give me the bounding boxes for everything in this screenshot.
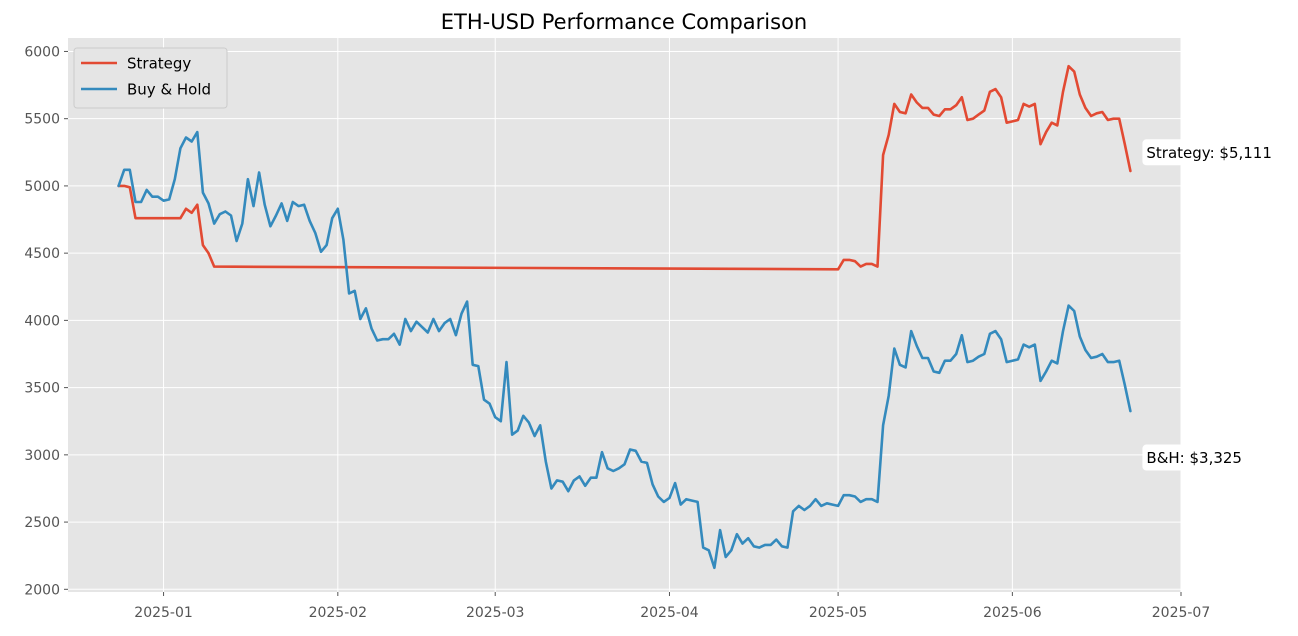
y-tick-label: 5500 xyxy=(24,112,60,128)
annotation-label: B&H: $3,325 xyxy=(1146,449,1242,467)
x-tick-label: 2025-05 xyxy=(809,605,868,621)
x-axis-ticks: 2025-01 2025-02 2025-03 2025-04 2025-05 2025-… xyxy=(134,592,1210,621)
legend-label-strategy: Strategy xyxy=(127,55,191,73)
y-tick-label: 3000 xyxy=(24,448,60,464)
series-lines xyxy=(117,64,1132,570)
annotation-box xyxy=(1142,444,1246,471)
annotation-box xyxy=(1142,139,1276,166)
x-tick-label: 2025-02 xyxy=(309,605,368,621)
y-tick-label: 5000 xyxy=(24,179,60,195)
y-tick-label: 2000 xyxy=(24,582,60,598)
x-tick-label: 2025-04 xyxy=(640,605,699,621)
y-axis-ticks: 2000 2500 3000 3500 4000 4500 5000 5500 6000 xyxy=(24,44,68,598)
x-tick-label: 2025-06 xyxy=(983,605,1042,621)
x-tick-label: 2025-03 xyxy=(466,605,525,621)
y-tick-label: 3500 xyxy=(24,381,60,397)
end-value-annotations: Strategy: $5,111 B&H: $3,325 xyxy=(1142,139,1276,471)
grid-lines xyxy=(68,38,1182,592)
y-tick-label: 6000 xyxy=(24,44,60,60)
y-tick-label: 2500 xyxy=(24,515,60,531)
x-tick-label: 2025-01 xyxy=(134,605,193,621)
x-tick-label: 2025-07 xyxy=(1152,605,1211,621)
legend-label-buy-hold: Buy & Hold xyxy=(127,81,211,99)
plot-area xyxy=(68,38,1181,592)
chart-title: ETH-USD Performance Comparison xyxy=(441,10,808,34)
annotation-strategy: Strategy: $5,111 xyxy=(1142,139,1276,166)
series-line-buy-hold xyxy=(117,130,1132,570)
y-tick-label: 4500 xyxy=(24,246,60,262)
annotation-buy-hold: B&H: $3,325 xyxy=(1142,444,1246,471)
series-line-strategy xyxy=(117,64,1132,271)
y-tick-label: 4000 xyxy=(24,313,60,329)
annotation-label: Strategy: $5,111 xyxy=(1146,144,1272,162)
legend: Strategy Buy & Hold xyxy=(73,47,228,109)
